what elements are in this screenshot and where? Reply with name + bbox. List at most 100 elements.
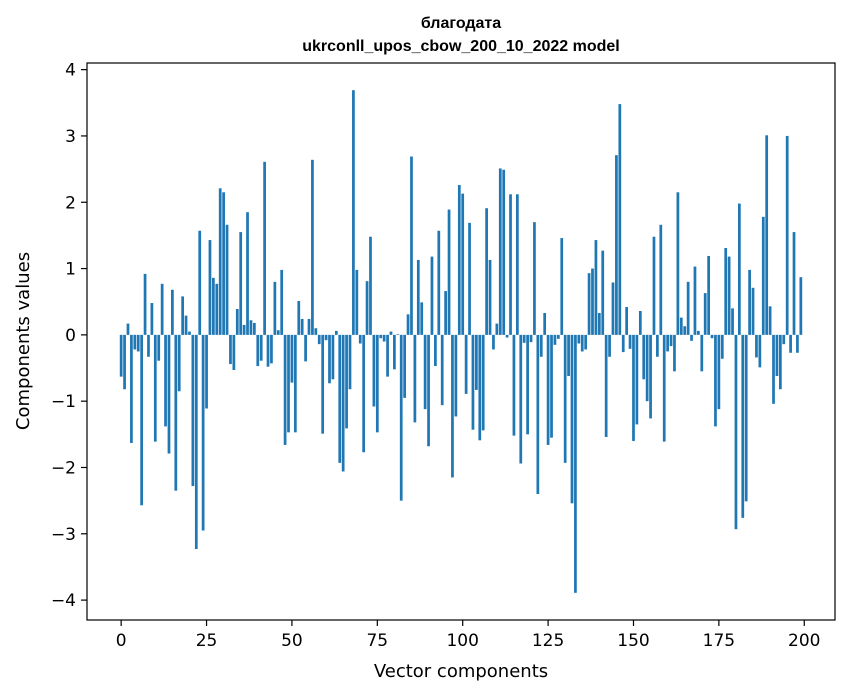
bar-95 [444,291,447,335]
y-tick-label: −4 [51,591,76,611]
y-tick-label: 0 [65,326,76,346]
bar-194 [782,334,786,345]
bar-73 [369,236,372,335]
x-axis-label: Vector components [374,661,548,682]
bar-139 [594,240,598,335]
bar-93 [437,230,441,335]
bar-36 [242,324,246,335]
bar-125 [546,334,550,445]
bar-174 [714,334,717,427]
bar-182 [741,334,745,518]
bar-91 [430,256,434,335]
bar-102 [468,222,471,335]
bar-76 [379,334,383,339]
bar-137 [587,273,591,335]
bar-136 [584,334,588,350]
bar-101 [464,334,468,394]
bar-2 [126,323,130,335]
bar-185 [751,287,755,335]
bar-9 [150,303,154,335]
bar-34 [235,309,239,335]
bar-7 [143,273,147,335]
bar-85 [410,156,413,335]
bar-155 [649,334,652,419]
bar-122 [536,334,540,495]
bar-33 [232,334,236,371]
bar-173 [710,334,714,339]
bar-115 [512,334,516,436]
bar-181 [738,203,741,335]
bar-138 [591,268,594,335]
bar-156 [652,236,656,335]
bar-167 [690,334,693,341]
bar-77 [382,334,386,342]
bar-15 [171,289,174,335]
bar-69 [355,269,359,335]
bar-92 [434,334,437,367]
bar-104 [475,334,478,390]
x-tick-label: 125 [532,631,564,651]
bar-100 [461,193,465,335]
bar-52 [297,301,301,335]
bar-197 [792,232,796,335]
bar-166 [686,281,690,335]
bar-177 [724,248,728,335]
bar-106 [481,334,485,431]
bar-127 [553,334,557,345]
bar-39 [252,322,256,335]
bar-176 [720,334,724,359]
bar-120 [529,334,533,343]
bar-89 [423,334,427,410]
bar-30 [222,192,225,335]
bar-164 [679,317,683,335]
bar-42 [263,161,266,335]
bar-109 [492,334,495,350]
bar-159 [662,334,666,442]
bar-97 [451,334,454,478]
bar-51 [293,334,297,433]
bar-98 [454,334,458,417]
bar-192 [775,334,779,376]
bar-116 [515,194,519,335]
bar-110 [495,323,499,335]
bar-5 [136,334,140,352]
x-axis-ticks: 0 25 50 75 100 125 150 175 200 [116,620,820,651]
bar-195 [785,135,789,335]
bar-48 [283,334,287,445]
bar-169 [697,330,700,335]
bar-22 [194,334,198,550]
bar-163 [676,192,680,335]
bar-107 [485,208,488,335]
bars-group [119,90,803,593]
bar-190 [768,306,772,335]
bar-84 [406,314,410,335]
bar-29 [218,188,222,335]
bar-58 [317,334,321,345]
bar-75 [375,334,379,433]
bar-198 [796,334,799,353]
bar-47 [280,269,284,335]
bar-12 [160,283,164,335]
bar-81 [396,334,400,335]
bar-145 [615,155,618,335]
bar-40 [256,334,260,367]
bar-26 [208,240,212,335]
bar-11 [157,334,161,361]
bar-1 [123,334,126,390]
bar-113 [505,334,509,338]
bar-121 [533,222,536,335]
bar-79 [389,331,393,335]
bar-158 [659,224,663,335]
bar-10 [153,334,157,442]
bar-54 [304,334,307,362]
bar-123 [539,334,543,357]
y-tick-label: −2 [51,458,76,478]
y-tick-label: 1 [65,260,76,280]
bar-80 [393,334,396,370]
bar-129 [560,238,564,335]
bar-41 [259,334,263,361]
bar-74 [372,334,376,407]
x-tick-label: 175 [703,631,735,651]
bar-8 [147,334,150,357]
